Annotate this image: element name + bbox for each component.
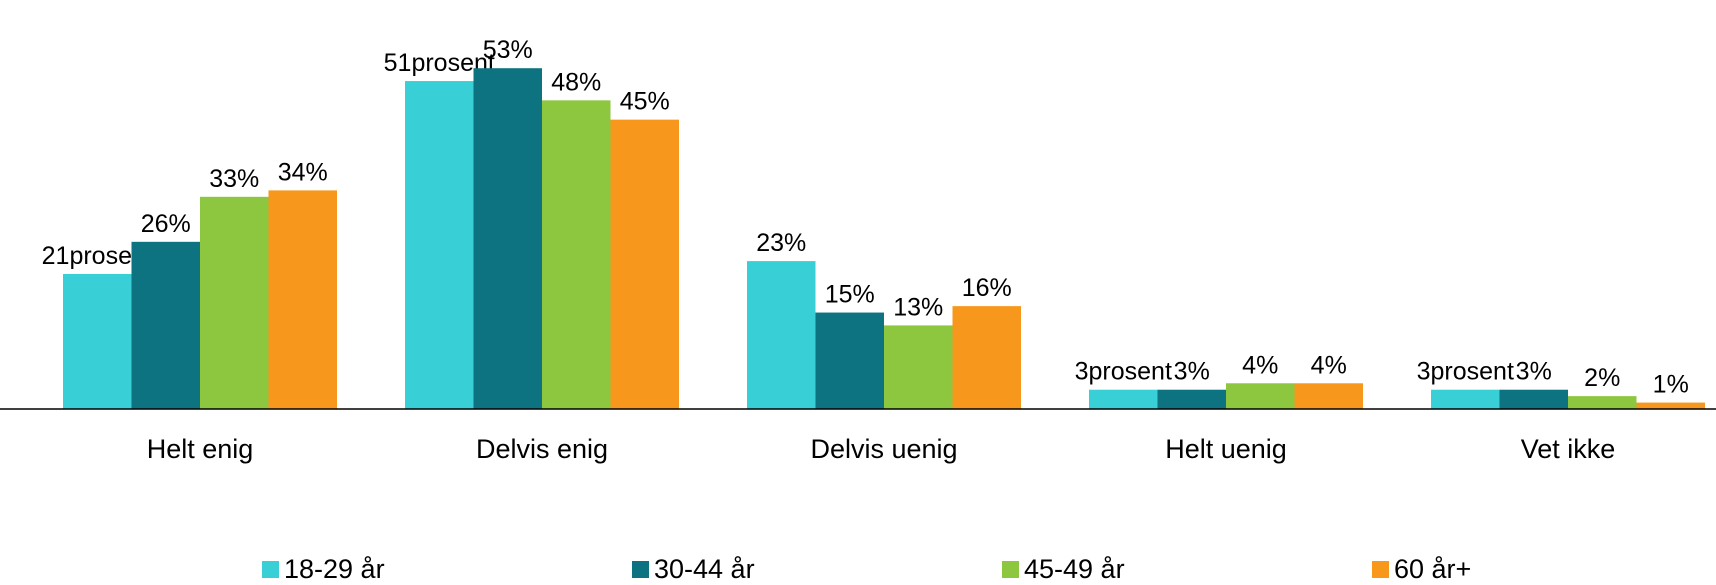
category-label: Vet ikke xyxy=(1521,434,1616,464)
legend-label: 60 år+ xyxy=(1394,553,1472,584)
data-label: 1% xyxy=(1653,371,1689,399)
data-label: 16% xyxy=(962,274,1012,302)
bar-1-4 xyxy=(1089,389,1158,409)
data-label: 4% xyxy=(1311,351,1347,379)
bar-3-3 xyxy=(884,325,953,409)
bar-1-2 xyxy=(405,81,474,409)
data-label: 53% xyxy=(483,36,533,64)
legend-item: 18-29 år xyxy=(262,554,385,584)
legend-item: 60 år+ xyxy=(1372,554,1471,584)
data-label: 34% xyxy=(278,158,328,186)
bar-4-3 xyxy=(952,306,1021,409)
bar-4-4 xyxy=(1294,383,1363,409)
bar-2-4 xyxy=(1157,389,1226,409)
data-label: 3prosent xyxy=(1075,358,1172,386)
legend-item: 45-49 år xyxy=(1002,554,1125,584)
data-label: 3prosent xyxy=(1417,358,1514,386)
legend-item: 30-44 år xyxy=(632,554,755,584)
bar-3-4 xyxy=(1226,383,1295,409)
data-label: 23% xyxy=(756,229,806,257)
data-label: 2% xyxy=(1584,364,1620,392)
category-label: Delvis enig xyxy=(476,434,608,464)
data-label: 13% xyxy=(893,293,943,321)
legend-swatch xyxy=(632,560,649,578)
data-label: 3% xyxy=(1516,358,1552,386)
bar-3-2 xyxy=(542,100,611,410)
legend-label: 30-44 år xyxy=(654,553,755,584)
bar-2-1 xyxy=(131,241,200,409)
data-label: 45% xyxy=(620,88,670,116)
legend-label: 18-29 år xyxy=(284,553,385,584)
legend-swatch xyxy=(1372,560,1389,578)
bar-2-3 xyxy=(815,312,884,409)
legend-swatch xyxy=(262,560,279,578)
data-label: 33% xyxy=(209,165,259,193)
bar-1-5 xyxy=(1431,389,1500,409)
data-label: 48% xyxy=(551,68,601,96)
bar-1-1 xyxy=(63,273,132,409)
bar-3-1 xyxy=(200,196,269,409)
category-label: Helt uenig xyxy=(1165,434,1287,464)
bar-4-1 xyxy=(268,190,337,409)
bar-3-5 xyxy=(1568,396,1637,409)
bar-1-3 xyxy=(747,261,816,409)
bar-2-2 xyxy=(473,68,542,410)
legend-swatch xyxy=(1002,560,1019,578)
bar-2-5 xyxy=(1499,389,1568,409)
data-label: 26% xyxy=(141,210,191,238)
category-label: Delvis uenig xyxy=(810,434,957,464)
bar-4-5 xyxy=(1636,402,1705,409)
legend-label: 45-49 år xyxy=(1024,553,1125,584)
category-label: Helt enig xyxy=(147,434,254,464)
data-label: 4% xyxy=(1242,351,1278,379)
data-label: 3% xyxy=(1174,358,1210,386)
legend: 18-29 år 30-44 år 45-49 år 60 år+ xyxy=(0,554,1716,584)
data-label: 15% xyxy=(825,281,875,309)
bar-4-2 xyxy=(610,119,679,410)
